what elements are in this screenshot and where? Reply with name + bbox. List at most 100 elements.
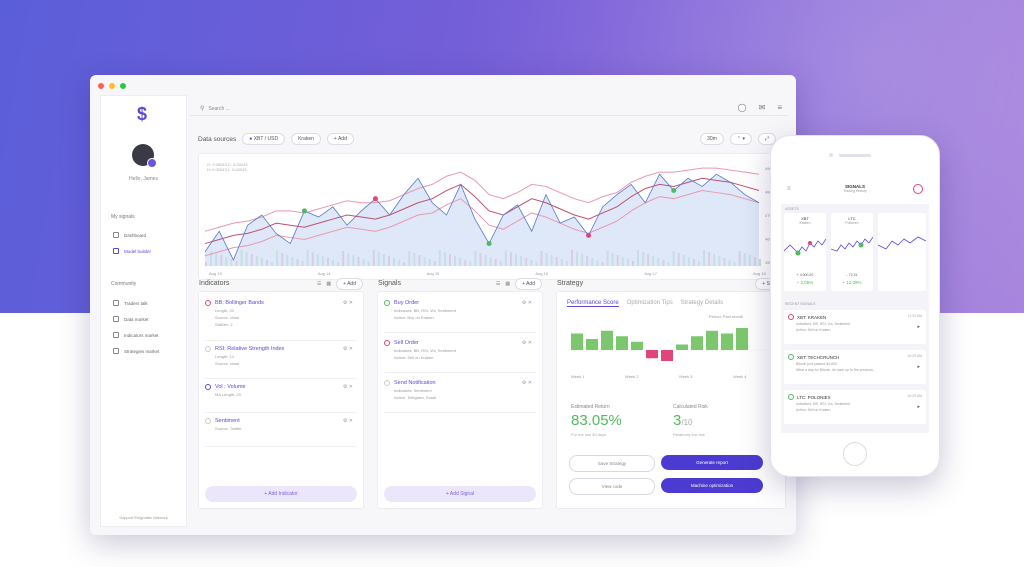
search-input[interactable]: ⚲ Search ...	[200, 105, 230, 113]
messages-icon[interactable]: ✉	[758, 103, 766, 112]
card-controls: ⚙ ✕	[522, 380, 532, 386]
indicator-card[interactable]: RSI: Relative Strength Index Length: 14 So…	[205, 342, 357, 379]
avatar[interactable]	[132, 144, 157, 168]
data-sources-label: Data sources	[198, 135, 237, 143]
add-source-button[interactable]: + Add	[326, 133, 354, 145]
period-selector[interactable]: Period: Past month	[709, 314, 744, 319]
sidebar-item-dashboard[interactable]: Dashboard	[113, 232, 146, 238]
maximize-window-button[interactable]	[120, 83, 126, 89]
phone-signal-item[interactable]: LTC: POLONIEX 10:23 AM Indicators: BB, RSI…	[784, 390, 926, 424]
camera-icon	[829, 153, 833, 157]
price-chart[interactable]: O: 0.00043 C: 0.00043 H: 0.00043 L: 0.00…	[198, 153, 786, 280]
settings-icon[interactable]: ⚙	[521, 300, 528, 306]
fullscreen-icon[interactable]: ⤢	[757, 133, 776, 145]
generate-report-button[interactable]: Generate report	[661, 455, 763, 470]
save-strategy-button[interactable]: Save Strategy	[569, 455, 655, 472]
signal-name: Buy Order	[394, 300, 420, 306]
close-icon[interactable]: ✕	[527, 300, 532, 306]
close-icon[interactable]: ✕	[527, 340, 532, 346]
sidebar-item-indicators-market[interactable]: Indicators market	[113, 332, 159, 338]
tab-strategy-details[interactable]: Strategy Details	[680, 300, 724, 306]
performance-bar	[736, 328, 748, 350]
card-controls: ⚙ ✕	[343, 384, 353, 390]
asset-card-partial[interactable]	[878, 213, 926, 291]
assets-label: ASSETS	[785, 207, 799, 211]
settings-icon[interactable]: ⚙	[521, 340, 528, 346]
signal-marker[interactable]	[372, 196, 378, 202]
list-view-icon[interactable]: ☰	[495, 281, 501, 287]
phone-signal-item[interactable]: XBT: KRAKEN 11:32 AM Indicators: BB, RSI, …	[784, 310, 926, 344]
support-link[interactable]: Support Enigmatic Network	[119, 515, 168, 520]
sidebar-item-label: Data market	[124, 316, 149, 322]
signal-marker[interactable]	[486, 241, 492, 247]
signal-param: Indicators: BB, RSI, Vol, Sentiment	[394, 308, 456, 313]
close-window-button[interactable]	[98, 83, 104, 89]
sidebar-item-strategies-market[interactable]: Strategies market	[113, 348, 159, 354]
close-icon[interactable]: ✕	[348, 384, 353, 390]
minimize-window-button[interactable]	[109, 83, 115, 89]
add-signal-button[interactable]: + Add Signal	[384, 486, 536, 502]
list-view-icon[interactable]: ☰	[316, 281, 322, 287]
pair-selector[interactable]: ● XBT / USD	[242, 133, 286, 145]
asset-card-ltc[interactable]: LTC Poloniex - 72.31 + 12.09%	[831, 213, 873, 291]
settings-icon[interactable]: ⚙	[342, 300, 349, 306]
performance-bar	[586, 339, 598, 350]
app-logo[interactable]: $	[137, 104, 148, 124]
signal-marker[interactable]	[671, 188, 677, 194]
sidebar-item-traders-talk[interactable]: Traders talk	[113, 300, 148, 306]
sidebar-section-my-signals: My signals	[111, 214, 135, 220]
settings-icon[interactable]: ⚙	[342, 346, 349, 352]
add-indicator-button[interactable]: + Add Indicator	[205, 486, 357, 502]
close-icon[interactable]: ✕	[348, 300, 353, 306]
menu-icon[interactable]: ≡	[777, 103, 782, 112]
settings-icon[interactable]: ⚙	[342, 384, 349, 390]
signal-marker[interactable]	[586, 232, 592, 238]
app-window: $ Hello, James My signals Dashboard Mode…	[90, 75, 796, 535]
indicator-card[interactable]: BB: Bollinger Bands Length: 20 Source: clo…	[205, 296, 357, 341]
chart-type-button[interactable]: ⌃ ▾	[729, 133, 752, 145]
signal-card[interactable]: Buy Order Indicators: BB, RSI, Vol, Senti…	[384, 296, 536, 333]
phone-notification-icon[interactable]	[913, 184, 923, 194]
status-dot-icon	[384, 380, 390, 386]
performance-bar	[676, 344, 688, 350]
signal-title: Sell Order	[384, 340, 536, 346]
asset-name: LTC	[848, 216, 856, 221]
signal-card[interactable]: Sell Order Indicators: BB, RSI, Vol, Sent…	[384, 336, 536, 373]
settings-icon[interactable]: ⚙	[521, 380, 528, 386]
sidebar-item-model-builder[interactable]: Model builder	[113, 248, 151, 254]
tab-performance-score[interactable]: Performance Score	[567, 300, 619, 307]
add-indicator-small-button[interactable]: + Add	[336, 278, 363, 290]
sidebar-item-data-market[interactable]: Data market	[113, 316, 149, 322]
settings-icon[interactable]: ⚙	[342, 418, 349, 424]
card-controls: ⚙ ✕	[522, 340, 532, 346]
phone-menu-icon[interactable]: ≡	[787, 186, 791, 192]
phone-signal-item[interactable]: XBT: TECHCRUNCH 10:23 AM Bitcoin just pass…	[784, 350, 926, 384]
grid-view-icon[interactable]: ▦	[326, 281, 332, 287]
risk-value: 3/10	[673, 412, 692, 429]
signal-name: Sell Order	[394, 340, 419, 346]
machine-optimization-button[interactable]: Machine optimization	[661, 478, 763, 493]
close-icon[interactable]: ✕	[527, 380, 532, 386]
signal-marker[interactable]	[301, 208, 307, 214]
indicator-card[interactable]: Sentiment Source: Twitter ⚙ ✕	[205, 414, 357, 447]
close-icon[interactable]: ✕	[348, 418, 353, 424]
grid-view-icon[interactable]: ▦	[505, 281, 511, 287]
signal-card[interactable]: Send Notification Indicators: Sentiment Ac…	[384, 376, 536, 413]
interval-selector[interactable]: 30m	[700, 133, 724, 145]
exchange-selector[interactable]: Kraken	[291, 133, 321, 145]
asset-exchange: Poloniex	[845, 221, 859, 225]
close-icon[interactable]: ✕	[348, 346, 353, 352]
performance-bars	[567, 328, 767, 361]
asset-card-xbt[interactable]: XBT Kraken + 4,000.20 + 2.05%	[784, 213, 826, 291]
card-controls: ⚙ ✕	[343, 300, 353, 306]
home-button[interactable]	[843, 442, 867, 466]
notification-bell-icon[interactable]: ◯	[737, 103, 747, 112]
estimated-return-value: 83.05%	[571, 412, 622, 429]
add-signal-small-button[interactable]: + Add	[515, 278, 542, 290]
tab-optimization-tips[interactable]: Optimization Tips	[626, 300, 673, 306]
indicator-card[interactable]: Vol : Volume MA Length: 20 ⚙ ✕	[205, 380, 357, 413]
view-code-button[interactable]: View code	[569, 478, 655, 495]
link-icon	[113, 248, 119, 254]
chevron-right-icon: ▸	[917, 404, 920, 410]
phone-signal-name: LTC: POLONIEX	[797, 394, 831, 400]
